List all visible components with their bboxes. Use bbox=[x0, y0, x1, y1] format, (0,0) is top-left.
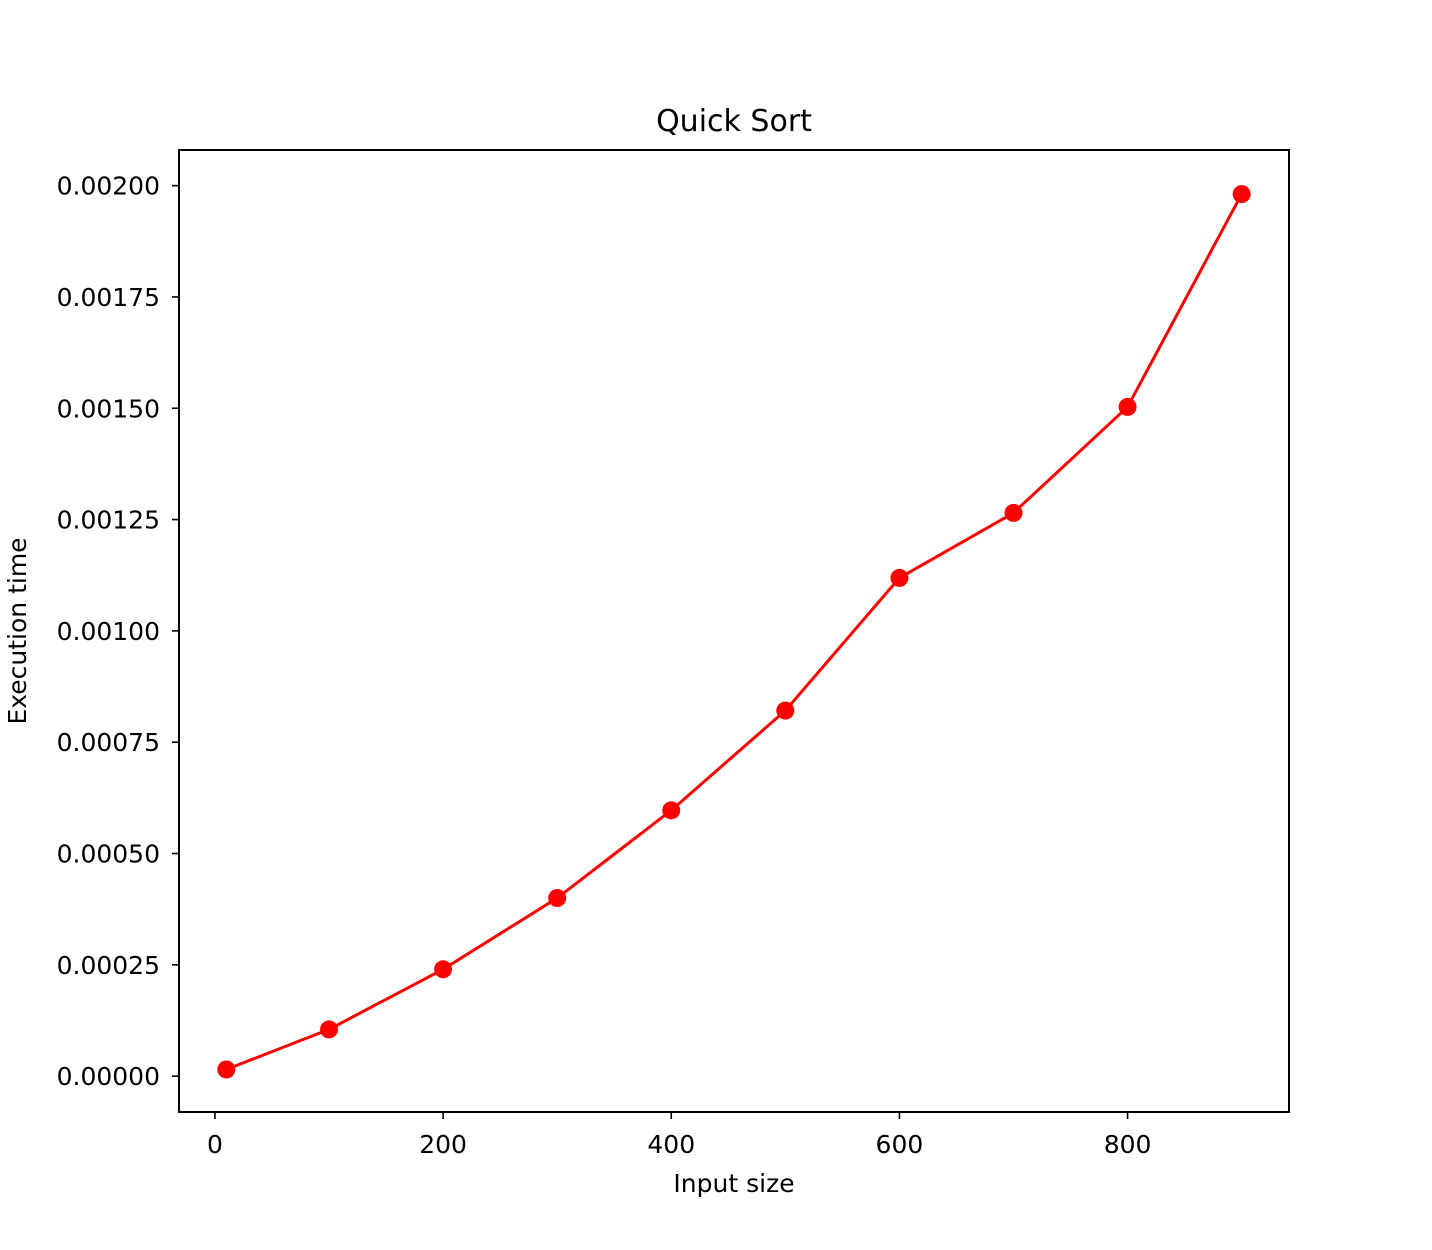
data-point-marker bbox=[217, 1060, 236, 1079]
data-point-marker bbox=[776, 701, 795, 720]
x-tick-label: 800 bbox=[1104, 1130, 1152, 1159]
data-point-marker bbox=[434, 960, 453, 979]
y-tick-label: 0.00050 bbox=[57, 840, 160, 869]
data-point-marker bbox=[1004, 503, 1023, 522]
y-tick-label: 0.00000 bbox=[57, 1062, 160, 1091]
x-axis-label: Input size bbox=[673, 1169, 794, 1198]
data-point-marker bbox=[662, 801, 681, 820]
x-axis-ticks: 0 200 400 600 800 bbox=[207, 1112, 1151, 1159]
y-tick-label: 0.00025 bbox=[57, 951, 160, 980]
y-tick-label: 0.00150 bbox=[57, 394, 160, 423]
data-point-marker bbox=[320, 1020, 339, 1039]
series-group bbox=[217, 185, 1251, 1079]
data-point-marker bbox=[1118, 397, 1137, 416]
y-tick-label: 0.00075 bbox=[57, 728, 160, 757]
chart-title: Quick Sort bbox=[656, 104, 812, 139]
y-tick-label: 0.00100 bbox=[57, 617, 160, 646]
y-axis-label: Execution time bbox=[3, 537, 32, 724]
y-tick-label: 0.00200 bbox=[57, 172, 160, 201]
data-point-marker bbox=[1232, 185, 1251, 204]
x-tick-label: 600 bbox=[876, 1130, 924, 1159]
x-tick-label: 200 bbox=[419, 1130, 467, 1159]
data-point-marker bbox=[548, 889, 567, 908]
y-axis-ticks: 0.00000 0.00025 0.00050 0.00075 0.00100 0.001… bbox=[57, 172, 179, 1091]
y-tick-label: 0.00175 bbox=[57, 283, 160, 312]
y-tick-label: 0.00125 bbox=[57, 506, 160, 535]
x-tick-label: 400 bbox=[647, 1130, 695, 1159]
plot-area-frame bbox=[178, 149, 1290, 1113]
data-point-marker bbox=[890, 568, 909, 587]
x-tick-label: 0 bbox=[207, 1130, 223, 1159]
series-line bbox=[225, 193, 1243, 1071]
